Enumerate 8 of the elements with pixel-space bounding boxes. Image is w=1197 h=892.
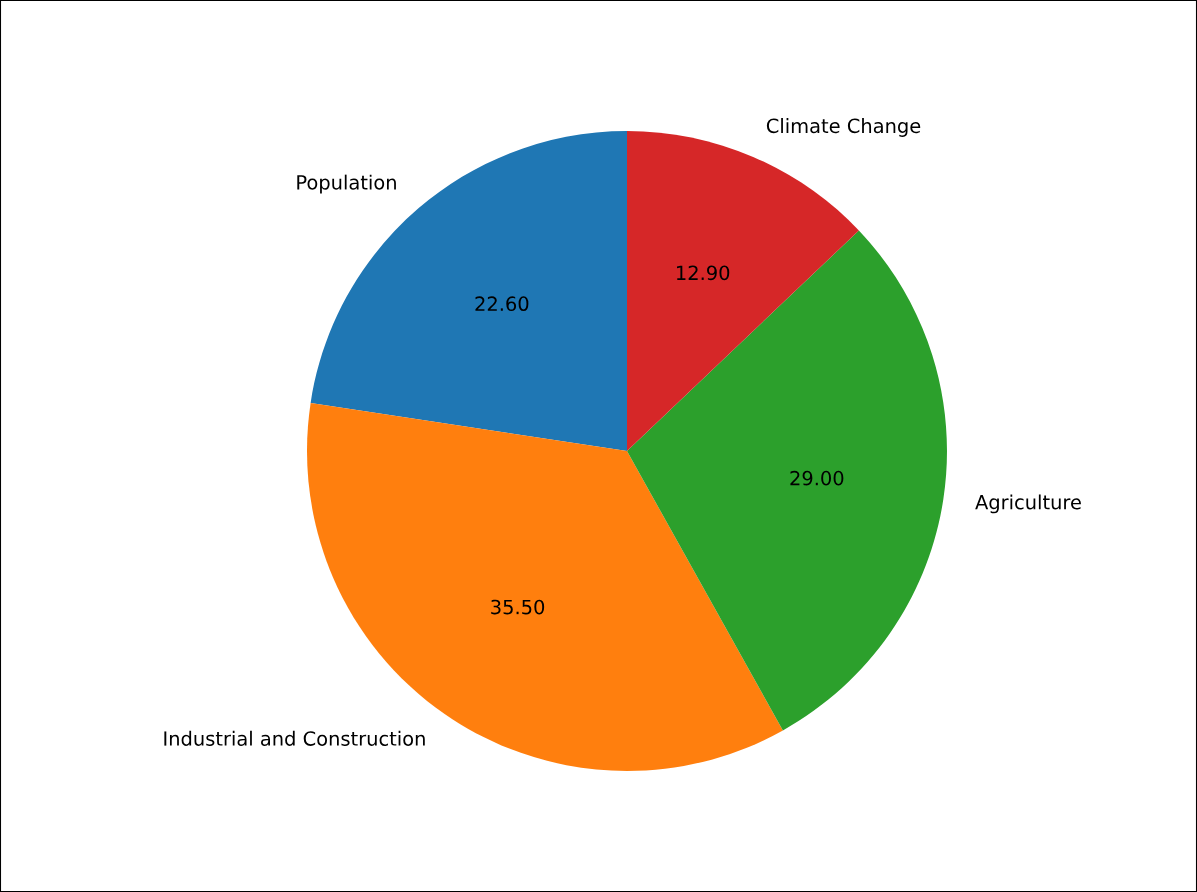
slice-label: Industrial and Construction [164,730,425,746]
slice-label: Climate Change [766,118,921,137]
slice-label: Population [297,174,396,194]
data-label: 12.90 [677,265,730,281]
data-label: 22.60 [475,296,529,312]
data-label: 29.00 [790,470,844,486]
slice-label: Agriculture [975,494,1081,514]
data-label: 35.50 [491,599,545,615]
